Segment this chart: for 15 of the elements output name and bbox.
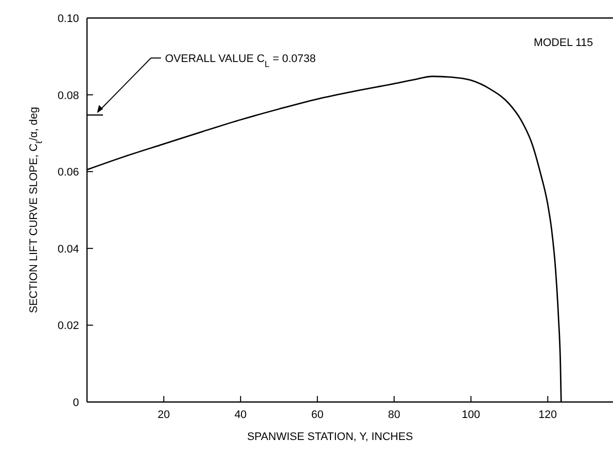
x-tick-label: 80 <box>388 409 400 421</box>
annotation: OVERALL VALUE C$_{L}$ = 0.0738 <box>165 53 316 69</box>
y-tick-label: 0.08 <box>58 90 79 102</box>
y-tick-label: 0.10 <box>58 13 79 25</box>
x-tick-label: 60 <box>311 409 324 421</box>
y-tick-label: 0.02 <box>58 320 79 332</box>
x-tick-label: 100 <box>462 409 480 421</box>
y-tick-label: 0 <box>72 397 79 409</box>
annotation: MODEL 115 <box>534 37 593 49</box>
x-tick-label: 20 <box>158 409 170 421</box>
x-tick-label: 120 <box>538 409 557 421</box>
y-tick-label: 0.04 <box>58 243 79 256</box>
x-axis-title: SPANWISE STATION, Y, INCHES <box>247 431 413 443</box>
y-tick-label: 0.06 <box>58 166 79 179</box>
x-tick-label: 40 <box>234 409 247 421</box>
